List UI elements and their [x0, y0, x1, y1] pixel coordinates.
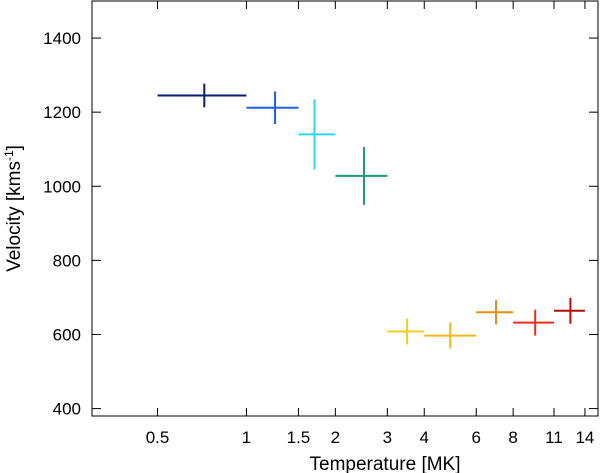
y-tick-label: 600 [53, 325, 81, 344]
y-tick-label: 800 [53, 251, 81, 270]
data-point [157, 83, 247, 108]
y-tick-label: 1400 [43, 29, 81, 48]
x-tick-label: 3 [383, 428, 392, 447]
y-axis-label-main: Velocity [kms [4, 161, 25, 272]
data-point [298, 99, 336, 170]
y-tick-label: 1200 [43, 103, 81, 122]
data-point [335, 146, 388, 205]
data-point [387, 318, 425, 345]
x-tick-label: 14 [575, 428, 594, 447]
y-tick-label: 400 [53, 400, 81, 419]
y-axis-label: Velocity [kms-1] [2, 145, 25, 272]
x-tick-label: 1 [242, 428, 251, 447]
x-axis-label: Temperature [MK] [310, 454, 461, 473]
data-series [157, 83, 585, 349]
x-tick-label: 2 [331, 428, 340, 447]
x-axis: 0.5 1 1.5 2 3 4 6 8 11 14 [146, 1, 594, 447]
x-tick-label: 4 [420, 428, 429, 447]
x-tick-label: 11 [545, 428, 563, 447]
data-point [513, 309, 555, 336]
data-point [424, 322, 477, 349]
plot-frame [91, 0, 599, 417]
x-tick-label: 1.5 [287, 428, 311, 447]
y-tick-label: 1000 [43, 177, 81, 196]
y-axis-label-sup: -1 [2, 150, 16, 161]
data-point [554, 297, 585, 324]
data-point [476, 300, 514, 325]
y-axis: 400 600 800 1000 1200 1400 [43, 29, 598, 419]
x-tick-label: 8 [508, 428, 517, 447]
x-tick-label: 0.5 [146, 428, 170, 447]
x-tick-label: 6 [472, 428, 481, 447]
y-axis-label-end: ] [4, 145, 25, 150]
data-point [246, 91, 299, 125]
